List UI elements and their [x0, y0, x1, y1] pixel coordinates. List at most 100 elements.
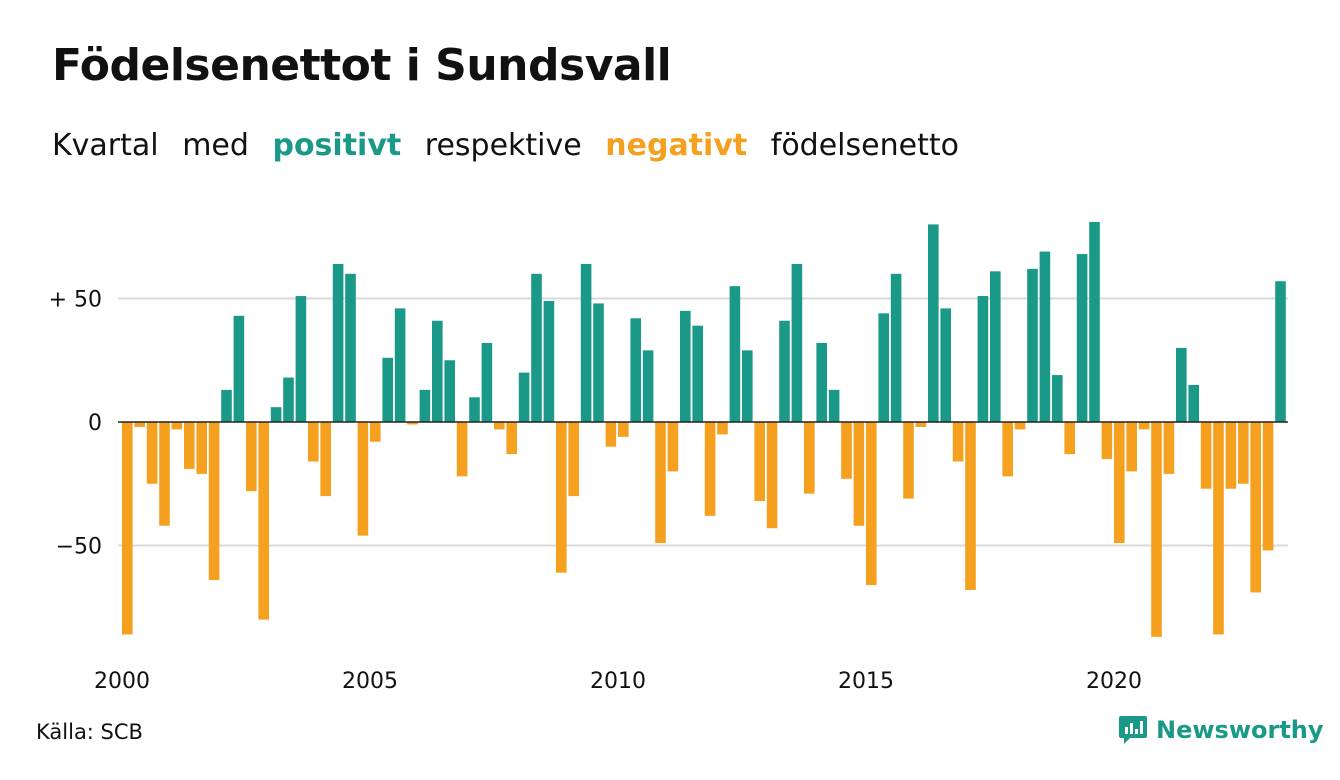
bars [122, 221, 1286, 637]
bar-negative [1126, 422, 1137, 472]
bar-negative [965, 422, 976, 590]
bar-negative [196, 422, 207, 474]
subtitle-word: Kvartal [52, 128, 159, 163]
bar-positive [729, 286, 741, 422]
bar-negative [618, 422, 629, 437]
bar-negative [320, 422, 331, 497]
y-tick-label: + 50 [49, 288, 102, 313]
bar-positive [1188, 384, 1199, 422]
bar-negative [1225, 422, 1237, 489]
bar-positive [394, 308, 406, 422]
bar-positive [543, 300, 555, 422]
bar-positive [680, 310, 691, 422]
bar-positive [233, 315, 245, 422]
bar-negative [1213, 422, 1224, 635]
bar-negative [171, 422, 183, 430]
bar-positive [828, 389, 840, 422]
bar-positive [1176, 347, 1187, 422]
bar-negative [1114, 422, 1125, 544]
bar-negative [717, 422, 728, 435]
bar-negative [407, 422, 418, 425]
bar-positive [580, 263, 592, 422]
bar-positive [295, 296, 307, 422]
bar-negative [1138, 422, 1150, 430]
bar-positive [419, 389, 431, 422]
bar-negative [246, 422, 257, 492]
bar-negative [370, 422, 381, 442]
bar-negative [655, 422, 666, 544]
bar-negative [704, 422, 716, 516]
bar-positive [878, 313, 889, 422]
bar-negative [841, 422, 852, 479]
chart-subtitle: Kvartal med positivt respektive negativt… [52, 128, 973, 163]
bar-negative [159, 422, 170, 526]
bar-negative [1151, 422, 1162, 637]
bar-negative [667, 422, 679, 472]
bar-negative [506, 422, 517, 455]
bar-positive [593, 303, 604, 422]
bar-negative [804, 422, 815, 494]
bar-positive [990, 271, 1001, 422]
bar-negative [1250, 422, 1261, 593]
bar-positive [481, 342, 493, 422]
bar-positive [332, 263, 344, 422]
x-tick-label: 2005 [342, 669, 398, 694]
bar-positive [1089, 221, 1100, 422]
y-tick-label: 0 [88, 411, 102, 436]
bar-negative [568, 422, 579, 497]
bar-negative [556, 422, 567, 573]
axes: + 50 0 −50 2000 2005 2010 2015 2020 [49, 288, 1288, 694]
subtitle-word: födelsenetto [770, 128, 959, 163]
bar-negative [1002, 422, 1013, 477]
bar-negative [1014, 422, 1026, 430]
bar-positive [928, 224, 939, 422]
bar-negative [903, 422, 914, 499]
bar-negative [1064, 422, 1075, 455]
bar-positive [1027, 268, 1038, 422]
bar-positive [518, 372, 530, 422]
bar-negative [605, 422, 617, 447]
bar-positive [382, 357, 393, 422]
bar-positive [779, 320, 790, 422]
bar-positive [977, 296, 989, 422]
bar-positive [270, 407, 282, 422]
bar-positive [531, 273, 542, 422]
bar-positive [283, 377, 294, 422]
bar-negative [1238, 422, 1249, 484]
bar-positive [692, 325, 703, 422]
bar-negative [494, 422, 505, 430]
bar-negative [258, 422, 269, 620]
bar-positive [444, 360, 455, 422]
brand-logo: Newsworthy [1118, 714, 1324, 746]
bar-positive [345, 273, 356, 422]
bar-positive [221, 389, 232, 422]
y-tick-label: −50 [56, 535, 102, 560]
subtitle-word: med [182, 128, 249, 163]
bar-positive [630, 318, 641, 422]
bar-positive [642, 350, 654, 422]
bar-positive [1052, 375, 1063, 422]
bar-negative [915, 422, 927, 427]
bar-negative [1200, 422, 1212, 489]
subtitle-positive-word: positivt [272, 128, 402, 163]
bar-negative [754, 422, 765, 502]
bar-negative [357, 422, 369, 536]
bar-negative [853, 422, 865, 526]
bar-negative [1262, 422, 1274, 551]
bar-negative [208, 422, 220, 581]
x-tick-label: 2010 [590, 669, 646, 694]
bar-positive [1076, 254, 1088, 422]
bar-negative [184, 422, 195, 469]
bar-positive [469, 397, 480, 422]
subtitle-negative-word: negativt [605, 128, 748, 163]
brand-name: Newsworthy [1156, 716, 1324, 744]
bar-negative [952, 422, 964, 462]
newsworthy-logo-icon [1119, 716, 1147, 744]
bar-negative [122, 422, 133, 635]
source-note: Källa: SCB [36, 720, 143, 744]
x-tick-label: 2020 [1086, 669, 1142, 694]
bar-negative [1163, 422, 1175, 474]
bar-negative [308, 422, 319, 462]
bar-positive [1039, 251, 1051, 422]
chart-title: Födelsenettot i Sundsvall [52, 40, 672, 91]
